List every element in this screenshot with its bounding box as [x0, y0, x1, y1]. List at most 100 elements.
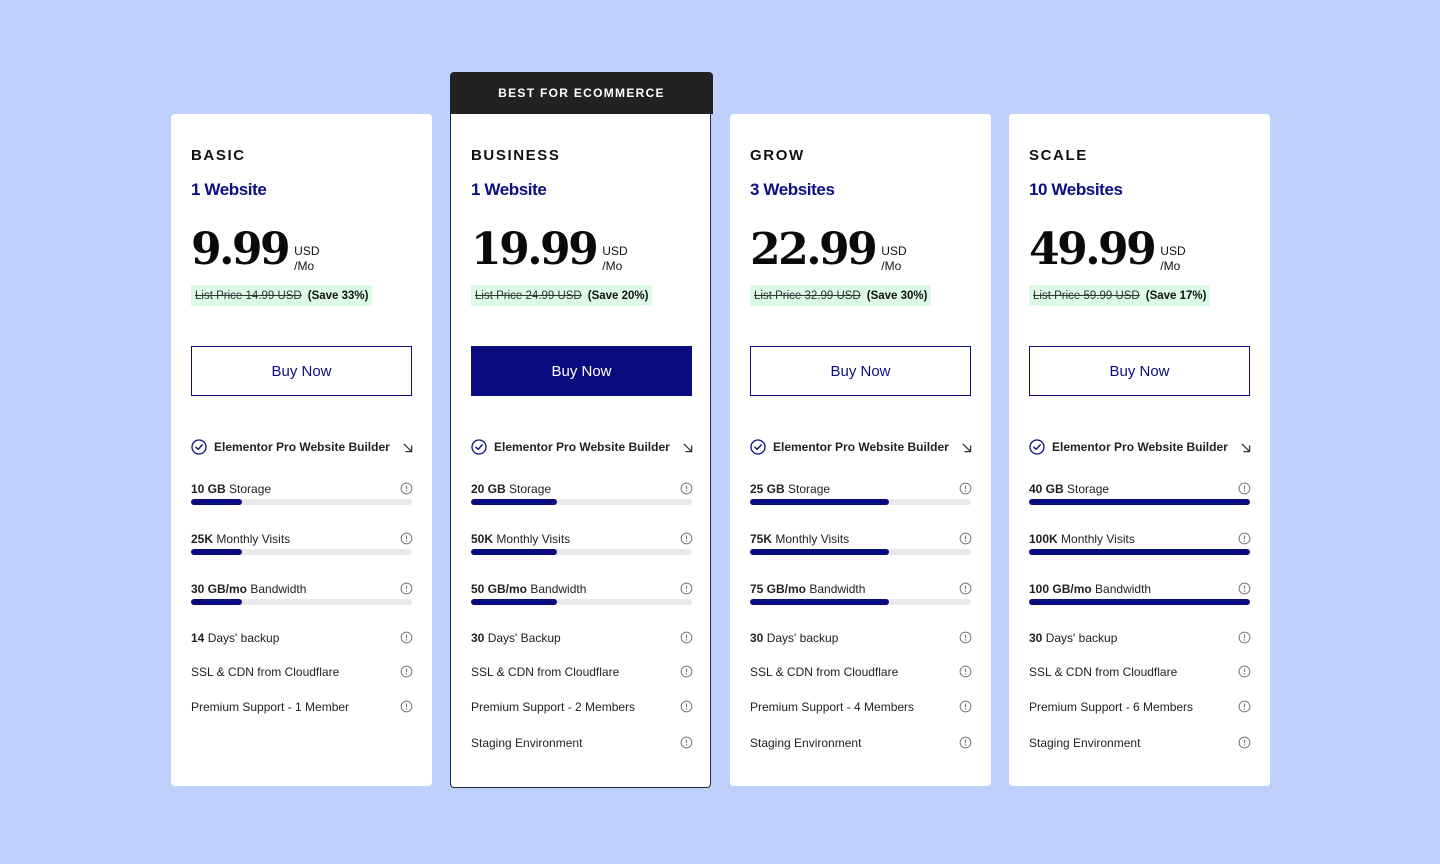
plan-price: 9.99: [191, 224, 291, 275]
bandwidth-bar: [471, 599, 692, 605]
price-unit: USD /Mo: [294, 244, 319, 274]
feature-text: 50 GB/mo Bandwidth: [471, 581, 692, 597]
price-currency: USD: [602, 244, 628, 258]
info-icon[interactable]: [680, 700, 693, 713]
price-currency: USD: [294, 244, 320, 258]
info-icon[interactable]: [680, 665, 693, 678]
info-icon[interactable]: [1238, 736, 1251, 749]
visits-bar-fill: [471, 549, 558, 555]
feature-label: Days' backup: [207, 631, 280, 645]
feature-text: Premium Support - 4 Members: [750, 700, 915, 714]
info-icon[interactable]: [680, 532, 693, 545]
storage-bar: [191, 499, 412, 505]
save-percent: (Save 17%): [1145, 289, 1207, 302]
feature-support: Premium Support - 6 Members: [1029, 699, 1251, 715]
info-icon[interactable]: [400, 482, 413, 495]
feature-bandwidth: 75 GB/mo Bandwidth: [750, 581, 972, 605]
feature-text: Premium Support - 6 Members: [1029, 700, 1194, 714]
plan-price: 22.99: [750, 224, 878, 275]
info-icon[interactable]: [1238, 532, 1251, 545]
feature-backup: 30 Days' Backup: [471, 630, 693, 646]
feature-visits: 75K Monthly Visits: [750, 531, 972, 555]
feature-text: Staging Environment: [471, 736, 583, 750]
builder-feature[interactable]: Elementor Pro Website Builder: [471, 438, 694, 456]
visits-bar: [471, 549, 692, 555]
feature-support: Premium Support - 4 Members: [750, 699, 972, 715]
price-period: /Mo: [294, 259, 315, 273]
arrow-down-right-icon[interactable]: [1240, 441, 1252, 453]
builder-label: Elementor Pro Website Builder: [494, 440, 670, 454]
info-icon[interactable]: [1238, 582, 1251, 595]
storage-bar-fill: [1029, 499, 1250, 505]
feature-label: Days' backup: [1045, 631, 1118, 645]
price-block: 49.99 USD /Mo: [1029, 222, 1186, 278]
info-icon[interactable]: [680, 631, 693, 644]
info-icon[interactable]: [680, 736, 693, 749]
info-icon[interactable]: [1238, 482, 1251, 495]
bandwidth-bar: [191, 599, 412, 605]
builder-label: Elementor Pro Website Builder: [773, 440, 949, 454]
feature-label: Monthly Visits: [775, 532, 850, 546]
feature-storage: 10 GB Storage: [191, 481, 413, 505]
info-icon[interactable]: [400, 700, 413, 713]
feature-text: 14 Days' backup: [191, 630, 412, 646]
info-icon[interactable]: [959, 482, 972, 495]
feature-text: 25K Monthly Visits: [191, 531, 412, 547]
info-icon[interactable]: [1238, 631, 1251, 644]
info-icon[interactable]: [959, 700, 972, 713]
arrow-down-right-icon[interactable]: [402, 441, 414, 453]
info-icon[interactable]: [1238, 665, 1251, 678]
feature-support: Premium Support - 1 Member: [191, 699, 413, 715]
info-icon[interactable]: [959, 532, 972, 545]
feature-label: Storage: [1067, 482, 1110, 496]
info-icon[interactable]: [959, 736, 972, 749]
bandwidth-bar-fill: [191, 599, 242, 605]
buy-now-button[interactable]: Buy Now: [191, 346, 412, 396]
arrow-down-right-icon[interactable]: [682, 441, 694, 453]
feature-text: SSL & CDN from Cloudflare: [191, 665, 340, 679]
buy-now-button[interactable]: Buy Now: [1029, 346, 1250, 396]
list-price: List Price 24.99 USD: [475, 289, 582, 302]
info-icon[interactable]: [959, 665, 972, 678]
info-icon[interactable]: [400, 665, 413, 678]
info-icon[interactable]: [959, 582, 972, 595]
list-price: List Price 14.99 USD: [195, 289, 302, 302]
plan-name: GROW: [750, 147, 805, 164]
info-icon[interactable]: [680, 482, 693, 495]
feature-value: 75 GB/mo: [750, 582, 807, 596]
storage-bar: [1029, 499, 1250, 505]
bandwidth-bar-fill: [1029, 599, 1250, 605]
feature-bandwidth: 100 GB/mo Bandwidth: [1029, 581, 1251, 605]
feature-backup: 30 Days' backup: [1029, 630, 1251, 646]
feature-ssl: SSL & CDN from Cloudflare: [750, 664, 972, 680]
info-icon[interactable]: [400, 631, 413, 644]
price-currency: USD: [1160, 244, 1186, 258]
info-icon[interactable]: [959, 631, 972, 644]
save-percent: (Save 33%): [307, 289, 369, 302]
feature-value: 30: [1029, 631, 1043, 645]
info-icon[interactable]: [1238, 700, 1251, 713]
info-icon[interactable]: [400, 582, 413, 595]
builder-feature[interactable]: Elementor Pro Website Builder: [191, 438, 414, 456]
check-circle-icon: [191, 439, 207, 455]
builder-feature[interactable]: Elementor Pro Website Builder: [750, 438, 973, 456]
feature-ssl: SSL & CDN from Cloudflare: [191, 664, 413, 680]
info-icon[interactable]: [680, 582, 693, 595]
feature-ssl: SSL & CDN from Cloudflare: [471, 664, 693, 680]
check-circle-icon: [750, 439, 766, 455]
feature-text: 100 GB/mo Bandwidth: [1029, 581, 1250, 597]
info-icon[interactable]: [400, 532, 413, 545]
check-circle-icon: [1029, 439, 1045, 455]
buy-now-button[interactable]: Buy Now: [471, 346, 692, 396]
feature-label: Days' Backup: [487, 631, 561, 645]
feature-text: 75 GB/mo Bandwidth: [750, 581, 971, 597]
feature-backup: 30 Days' backup: [750, 630, 972, 646]
arrow-down-right-icon[interactable]: [961, 441, 973, 453]
buy-now-button[interactable]: Buy Now: [750, 346, 971, 396]
feature-staging: Staging Environment: [1029, 735, 1251, 751]
feature-value: 30 GB/mo: [191, 582, 248, 596]
feature-label: Bandwidth: [809, 582, 866, 596]
feature-text: Premium Support - 2 Members: [471, 700, 636, 714]
builder-feature[interactable]: Elementor Pro Website Builder: [1029, 438, 1252, 456]
plan-websites: 1 Website: [471, 180, 547, 199]
